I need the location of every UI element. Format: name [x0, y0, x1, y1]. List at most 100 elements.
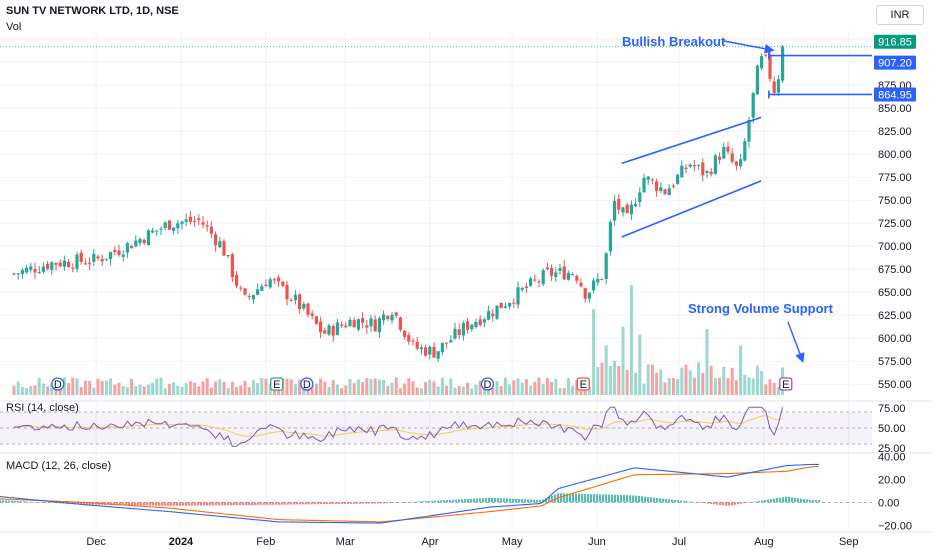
price-label-box	[874, 87, 916, 102]
candle-body	[100, 258, 104, 262]
candle-body	[734, 161, 738, 166]
price-tick-label: 750.00	[878, 195, 912, 207]
dividend-marker[interactable]	[480, 377, 495, 391]
volume-bar	[335, 384, 339, 395]
volume-bar	[285, 378, 289, 395]
earnings-marker[interactable]	[270, 377, 284, 391]
candle-body	[478, 319, 482, 326]
candle-body	[62, 260, 66, 267]
macd-histogram-bar	[584, 493, 587, 503]
candle-body	[760, 56, 764, 69]
volume-bar	[268, 383, 272, 395]
rsi-line	[13, 406, 784, 447]
macd-histogram-bar	[314, 502, 317, 505]
volume-bar	[411, 381, 415, 395]
candle-body	[541, 270, 545, 285]
candle-body	[377, 318, 381, 333]
candle-body	[167, 220, 171, 230]
volume-bar	[428, 379, 432, 395]
time-tick-label: Dec	[86, 536, 106, 548]
candle-body	[545, 267, 549, 270]
currency-button[interactable]: INR	[876, 5, 924, 25]
candle-body	[197, 218, 201, 220]
earnings-marker[interactable]	[576, 377, 590, 391]
macd-histogram-bar	[485, 498, 488, 503]
volume-bar	[130, 378, 134, 395]
earnings-marker[interactable]	[779, 377, 793, 391]
candle-body	[314, 316, 318, 324]
candle-body	[755, 65, 759, 95]
volume-bar	[440, 377, 444, 395]
dividend-marker[interactable]	[300, 377, 314, 391]
macd-histogram-bar	[44, 502, 47, 503]
volume-bar	[734, 380, 738, 395]
macd-histogram-bar	[341, 502, 344, 504]
macd-histogram-bar	[128, 502, 131, 506]
macd-histogram-bar	[572, 493, 575, 503]
candle-body	[684, 167, 688, 170]
macd-histogram-bar	[518, 499, 521, 503]
macd-histogram-bar	[626, 495, 629, 503]
macd-histogram-bar	[575, 493, 578, 503]
candle-body	[75, 254, 79, 270]
macd-histogram-bar	[266, 502, 269, 505]
macd-histogram-bar	[791, 497, 794, 503]
candle-body	[67, 262, 71, 268]
time-tick-label: Aug	[754, 536, 774, 548]
candle-body	[739, 159, 743, 167]
volume-bar	[365, 378, 369, 395]
macd-histogram-bar	[149, 502, 152, 506]
macd-histogram-bar	[650, 497, 653, 503]
candle-body	[37, 272, 41, 274]
volume-bar	[151, 382, 155, 395]
volume-bar	[188, 381, 192, 395]
macd-histogram-bar	[806, 499, 809, 503]
price-tick-label: 700.00	[878, 241, 912, 253]
macd-histogram-bar	[425, 501, 428, 503]
volume-bar	[545, 377, 549, 395]
macd-histogram-bar	[695, 502, 698, 503]
macd-histogram-bar	[566, 493, 569, 503]
dividend-marker[interactable]	[51, 377, 65, 391]
volume-bar	[709, 365, 713, 395]
macd-histogram-bar	[500, 498, 503, 503]
candle-body	[193, 220, 197, 222]
price-tick-label: 850.00	[878, 103, 912, 115]
candle-body	[600, 278, 604, 280]
macd-histogram-bar	[272, 502, 275, 505]
volume-bar	[20, 386, 24, 395]
macd-histogram-bar	[563, 493, 566, 503]
candle-body	[134, 240, 138, 247]
volume-bar	[743, 374, 747, 395]
candle-body	[365, 325, 369, 328]
candle-body	[352, 320, 356, 328]
macd-histogram-bar	[656, 497, 659, 503]
macd-histogram-bar	[608, 494, 611, 503]
volume-bar	[705, 329, 709, 395]
macd-histogram-bar	[386, 502, 389, 504]
volume-bar	[377, 379, 381, 395]
macd-histogram-bar	[344, 502, 347, 504]
volume-bar	[247, 387, 251, 395]
macd-histogram-bar	[287, 502, 290, 505]
macd-histogram-bar	[92, 502, 95, 505]
candle-body	[71, 267, 75, 269]
volume-bar	[613, 360, 617, 395]
macd-histogram-bar	[212, 502, 215, 506]
volume-bar	[352, 383, 356, 395]
candle-body	[499, 302, 503, 309]
volume-bar	[277, 387, 281, 395]
macd-histogram-bar	[776, 498, 779, 503]
strong-volume-label: Strong Volume Support	[688, 301, 834, 316]
macd-histogram-bar	[446, 500, 449, 503]
macd-histogram-bar	[188, 502, 191, 506]
volume-bar	[634, 372, 638, 395]
macd-histogram-bar	[371, 502, 374, 504]
volume-bar	[369, 379, 373, 395]
macd-histogram-bar	[482, 498, 485, 503]
macd-histogram-bar	[617, 494, 620, 503]
drawings[interactable]: Bullish Breakout Strong Volume Support	[0, 34, 872, 363]
volume-bar	[621, 326, 625, 395]
